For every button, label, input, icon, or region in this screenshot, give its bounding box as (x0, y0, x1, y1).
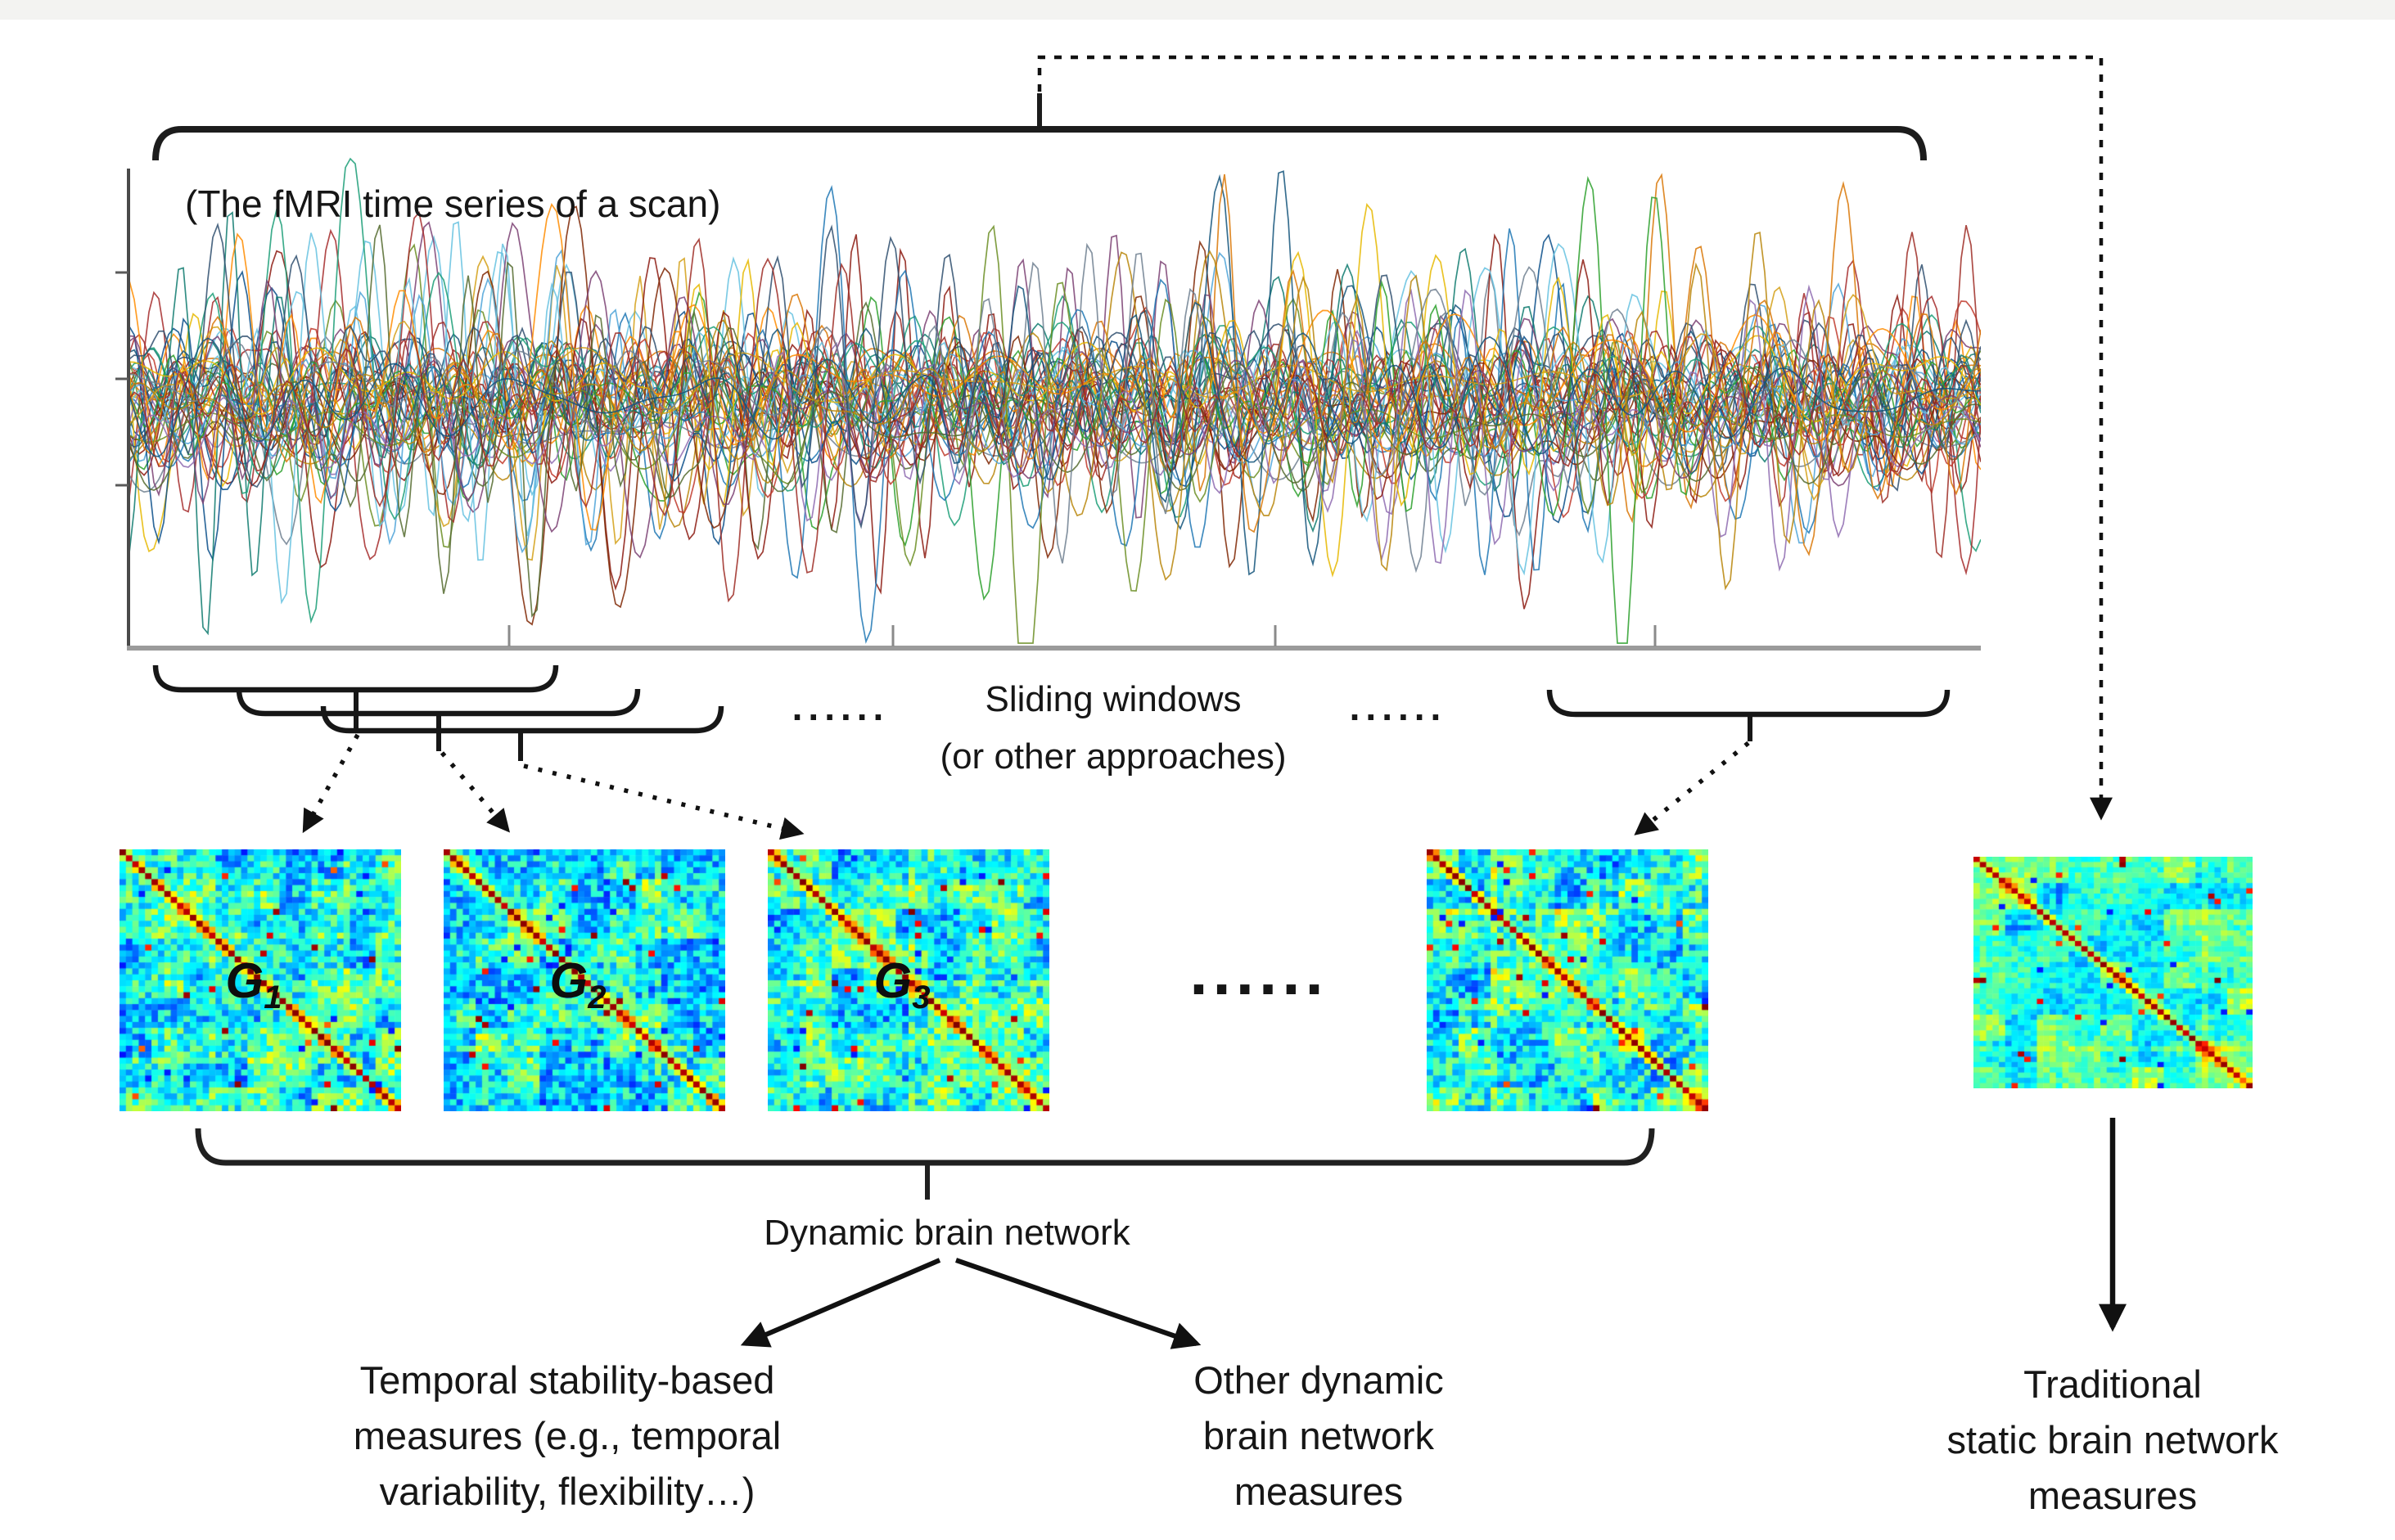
branch-text-other-dynamic: Other dynamic brain network measures (1193, 1353, 1444, 1520)
matrix-row-ellipsis: ...... (1189, 935, 1328, 1008)
window-arrow-4 (1634, 741, 1750, 835)
branch-right-line1: Other dynamic (1193, 1358, 1444, 1402)
sliding-brace-4 (1546, 689, 1951, 718)
branch-left-line3: variability, flexibility…) (379, 1470, 755, 1513)
sliding-dots-left: ...... (792, 686, 890, 728)
sliding-dots-right: ...... (1349, 686, 1447, 728)
branch-static-line2: static brain network (1946, 1418, 2279, 1461)
matrix-static-heatmap (1973, 857, 2253, 1088)
sliding-windows-line2: (or other approaches) (940, 736, 1287, 777)
sliding-windows-line1: Sliding windows (985, 679, 1242, 719)
window-arrow-1 (302, 733, 360, 834)
branch-text-temporal-stability: Temporal stability-based measures (e.g.,… (354, 1353, 781, 1520)
sliding-windows-label: Sliding windows (or other approaches) (940, 671, 1286, 786)
g1-label: G1 (225, 953, 282, 1015)
matrix-g1-heatmap (120, 849, 401, 1111)
window-arrow-3 (523, 763, 805, 840)
dynamic-network-label: Dynamic brain network (764, 1213, 1130, 1253)
g2-label: G2 (549, 953, 607, 1015)
sliding-brace-2 (236, 688, 641, 717)
sliding-brace-3 (320, 705, 724, 734)
scan-top-bracket (152, 93, 1927, 161)
branch-static-line1: Traditional (2023, 1362, 2202, 1406)
g3-label: G3 (873, 953, 931, 1015)
branch-text-traditional-static: Traditional static brain network measure… (1947, 1357, 2279, 1524)
branch-right-line2: brain network (1202, 1414, 1435, 1457)
branch-static-line3: measures (2027, 1474, 2198, 1517)
branch-right-line3: measures (1234, 1470, 1404, 1513)
branch-left-line2: measures (e.g., temporal (353, 1414, 782, 1457)
sliding-brace-1 (152, 664, 559, 693)
matrix-g2-heatmap (444, 849, 725, 1111)
matrix-g3-heatmap (768, 849, 1049, 1111)
branch-left-line1: Temporal stability-based (359, 1358, 775, 1402)
page-top-margin (0, 0, 2395, 20)
window-arrow-2 (440, 751, 511, 833)
matrix-4-heatmap (1427, 849, 1708, 1111)
dynamic-network-brace (195, 1128, 1655, 1200)
branch-arrow-right (955, 1258, 1202, 1349)
branch-arrow-left (740, 1258, 941, 1348)
fmri-timeseries-plot (129, 157, 1981, 644)
plot-label: (The fMRI time series of a scan) (185, 182, 721, 225)
